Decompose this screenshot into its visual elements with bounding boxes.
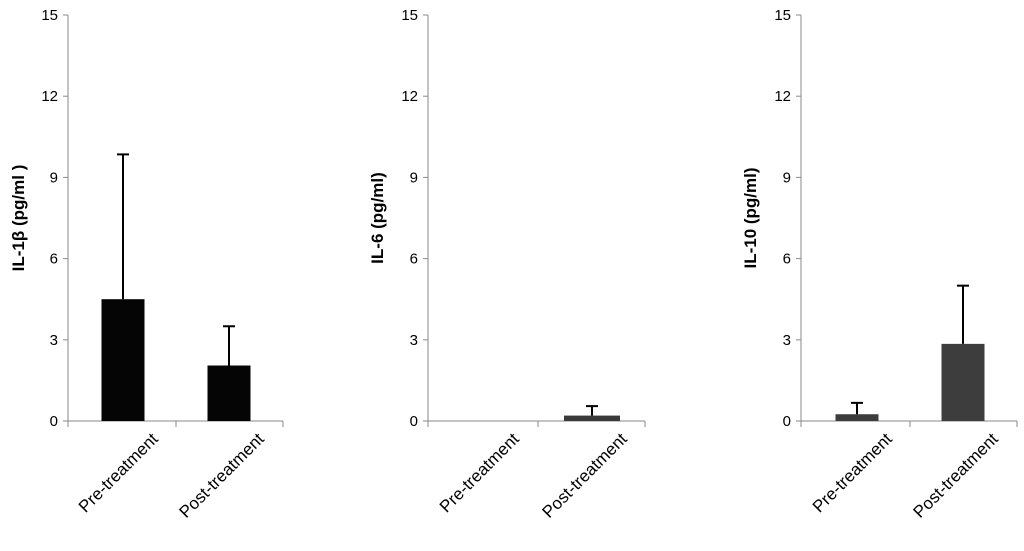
bar-1	[101, 299, 145, 421]
y-axis-title: IL-1β (pg/ml )	[9, 165, 28, 272]
bar-2	[207, 365, 251, 421]
y-tick-label: 9	[783, 169, 791, 186]
x-category-label: Post-treatment	[176, 429, 268, 521]
x-category-label: Pre-treatment	[75, 429, 162, 516]
y-tick-label: 3	[50, 332, 58, 349]
y-axis-title: IL-10 (pg/ml)	[741, 167, 760, 268]
chart-panel-3: 0 3 6 9 12 15 Pre-treatment Post-treatment IL-10…	[741, 7, 1018, 522]
x-category-label: Pre-treatment	[809, 429, 896, 516]
y-tick-label: 9	[50, 169, 58, 186]
bar-1	[835, 414, 879, 421]
x-category-label: Post-treatment	[910, 429, 1002, 521]
x-category-label: Pre-treatment	[436, 429, 523, 516]
y-tick-label: 12	[41, 88, 58, 105]
y-tick-label: 15	[401, 7, 418, 24]
y-tick-label: 12	[774, 88, 791, 105]
chart-panel-2: 0 3 6 9 12 15 Pre-treatment Post-treatment IL-6 …	[368, 7, 646, 522]
y-tick-label: 12	[401, 88, 418, 105]
y-tick-label: 6	[50, 251, 58, 268]
y-tick-label: 0	[50, 413, 58, 430]
y-tick-label: 0	[410, 413, 418, 430]
y-tick-label: 6	[783, 251, 791, 268]
chart-panel-1: 0 3 6 9 12 15 Pre-treatment Post-treatment IL-1β…	[9, 7, 284, 522]
y-axis-title: IL-6 (pg/ml)	[368, 172, 387, 264]
y-tick-label: 15	[41, 7, 58, 24]
bar-2	[564, 415, 620, 421]
y-tick-label: 15	[774, 7, 791, 24]
y-tick-label: 3	[410, 332, 418, 349]
x-category-label: Post-treatment	[539, 429, 631, 521]
y-tick-label: 9	[410, 169, 418, 186]
y-tick-label: 0	[783, 413, 791, 430]
y-tick-label: 3	[783, 332, 791, 349]
y-tick-label: 6	[410, 251, 418, 268]
bar-2	[941, 343, 985, 421]
